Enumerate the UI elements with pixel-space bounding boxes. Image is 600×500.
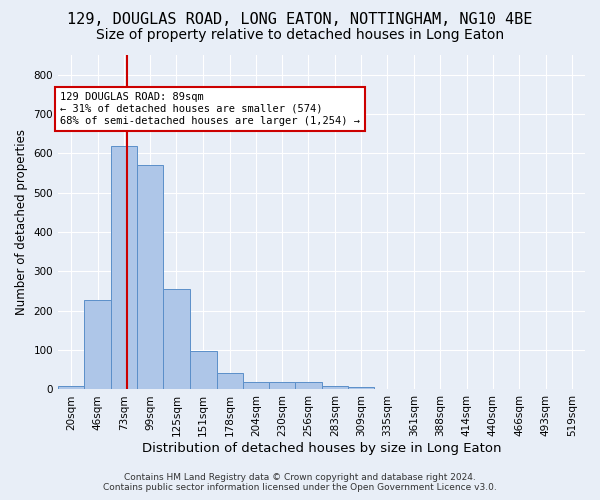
X-axis label: Distribution of detached houses by size in Long Eaton: Distribution of detached houses by size …	[142, 442, 501, 455]
Bar	[295, 382, 322, 390]
Y-axis label: Number of detached properties: Number of detached properties	[15, 129, 28, 315]
Bar	[348, 387, 374, 390]
Text: Size of property relative to detached houses in Long Eaton: Size of property relative to detached ho…	[96, 28, 504, 42]
Bar	[163, 289, 190, 390]
Bar	[322, 386, 348, 390]
Bar	[243, 382, 269, 390]
Bar	[137, 165, 163, 390]
Text: 129, DOUGLAS ROAD, LONG EATON, NOTTINGHAM, NG10 4BE: 129, DOUGLAS ROAD, LONG EATON, NOTTINGHA…	[67, 12, 533, 28]
Bar	[190, 352, 217, 390]
Bar	[217, 372, 243, 390]
Bar	[84, 300, 111, 390]
Bar	[58, 386, 84, 390]
Bar	[269, 382, 295, 390]
Text: 129 DOUGLAS ROAD: 89sqm
← 31% of detached houses are smaller (574)
68% of semi-d: 129 DOUGLAS ROAD: 89sqm ← 31% of detache…	[60, 92, 360, 126]
Text: Contains HM Land Registry data © Crown copyright and database right 2024.
Contai: Contains HM Land Registry data © Crown c…	[103, 473, 497, 492]
Bar	[111, 146, 137, 390]
